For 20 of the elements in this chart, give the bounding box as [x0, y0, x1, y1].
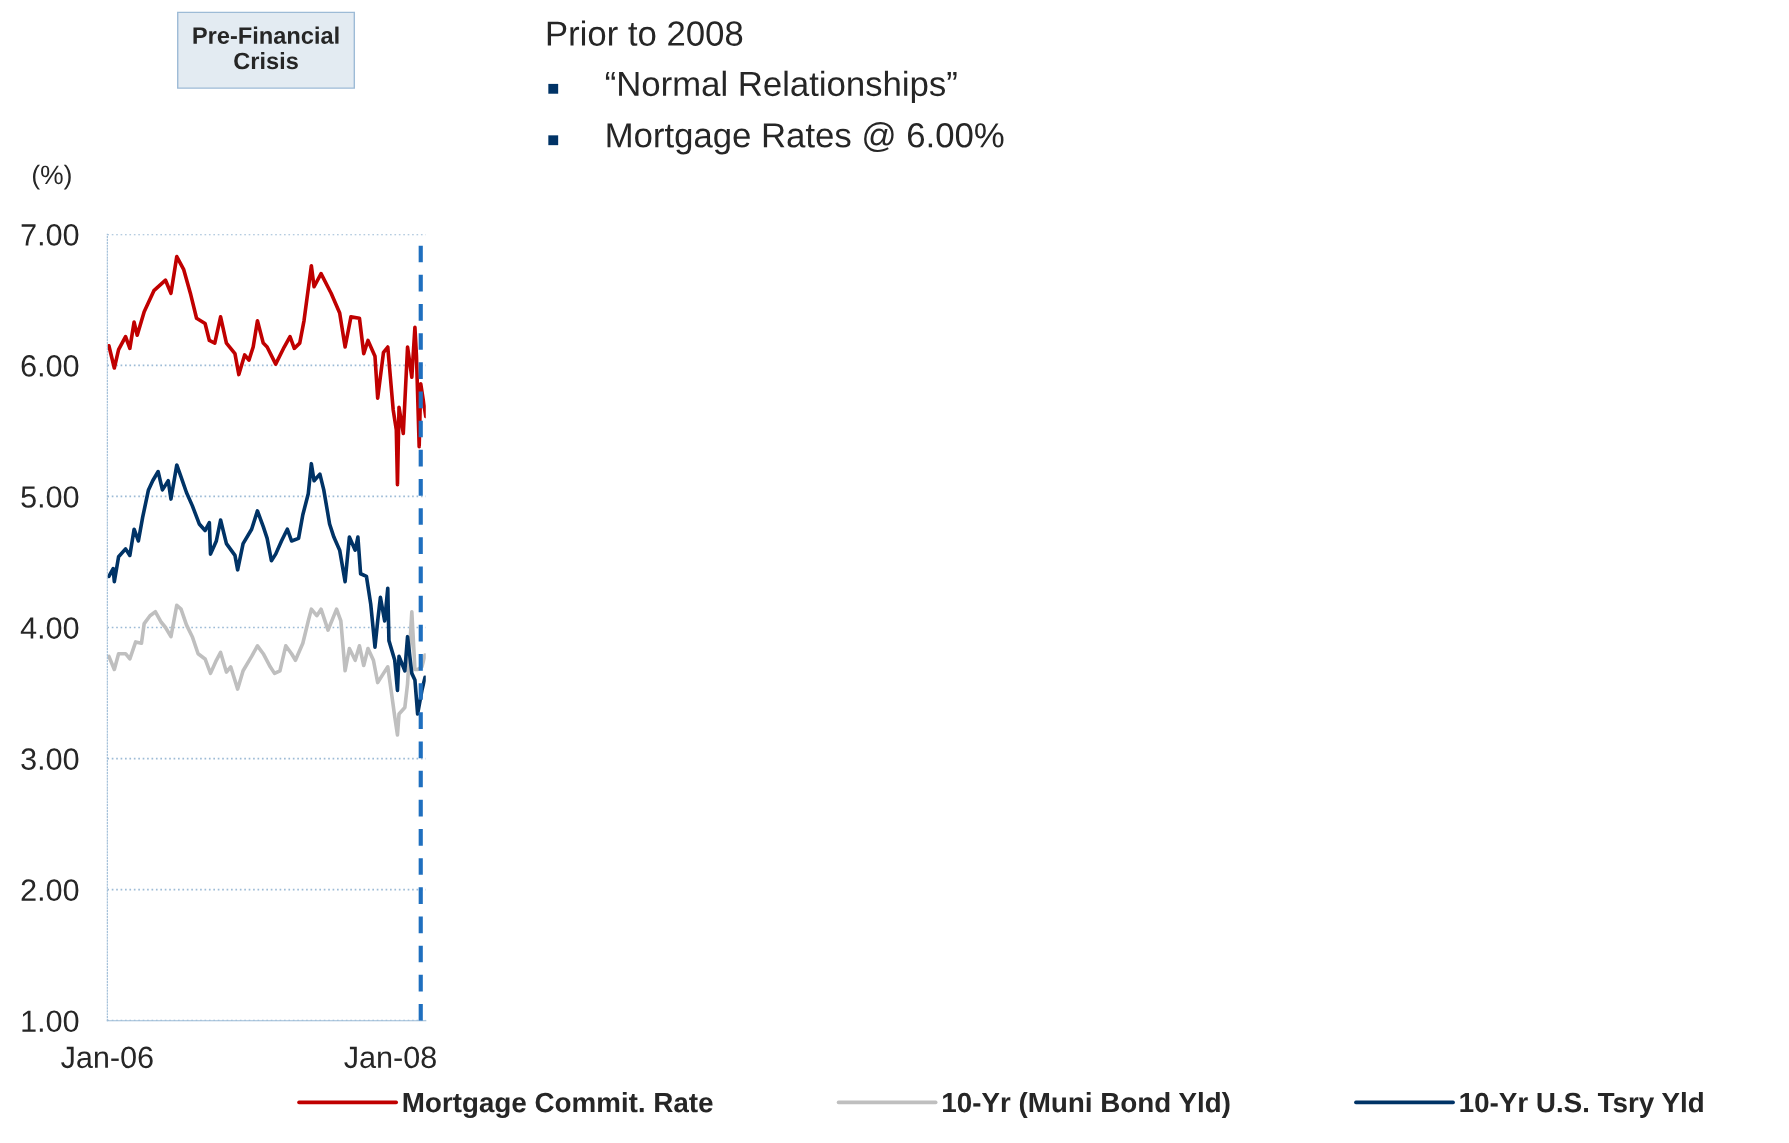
line-series [107, 254, 426, 487]
legend-label: 10-Yr U.S. Tsry Yld [1460, 1091, 1703, 1118]
line-series [107, 603, 426, 737]
y-tick-label: 1.00 [22, 1010, 79, 1033]
text: Prior to 2008 [547, 20, 743, 46]
y-tick-label: 7.00 [21, 224, 79, 246]
legend-label: 10-Yr (Muni Bond Yld) [943, 1091, 1230, 1118]
y-tick-label: 2.00 [21, 879, 79, 902]
x-tick-label: Jan-08 [344, 1046, 436, 1069]
line-series [107, 461, 426, 716]
text: Pre-Financial Crisis [193, 26, 339, 70]
y-tick-label: 6.00 [21, 355, 79, 377]
x-tick-label: Jan-06 [61, 1046, 153, 1069]
text: Mortgage Rates @ 6.00% [607, 122, 1004, 155]
legend-label: Mortgage Commit. Rate [403, 1091, 713, 1118]
text: “Normal Relationships” [605, 70, 957, 104]
y-tick-label: 5.00 [21, 486, 79, 508]
y-tick-label: 3.00 [21, 748, 79, 770]
y-tick-label: 4.00 [20, 617, 79, 639]
y-axis-title: (%) [33, 164, 71, 190]
